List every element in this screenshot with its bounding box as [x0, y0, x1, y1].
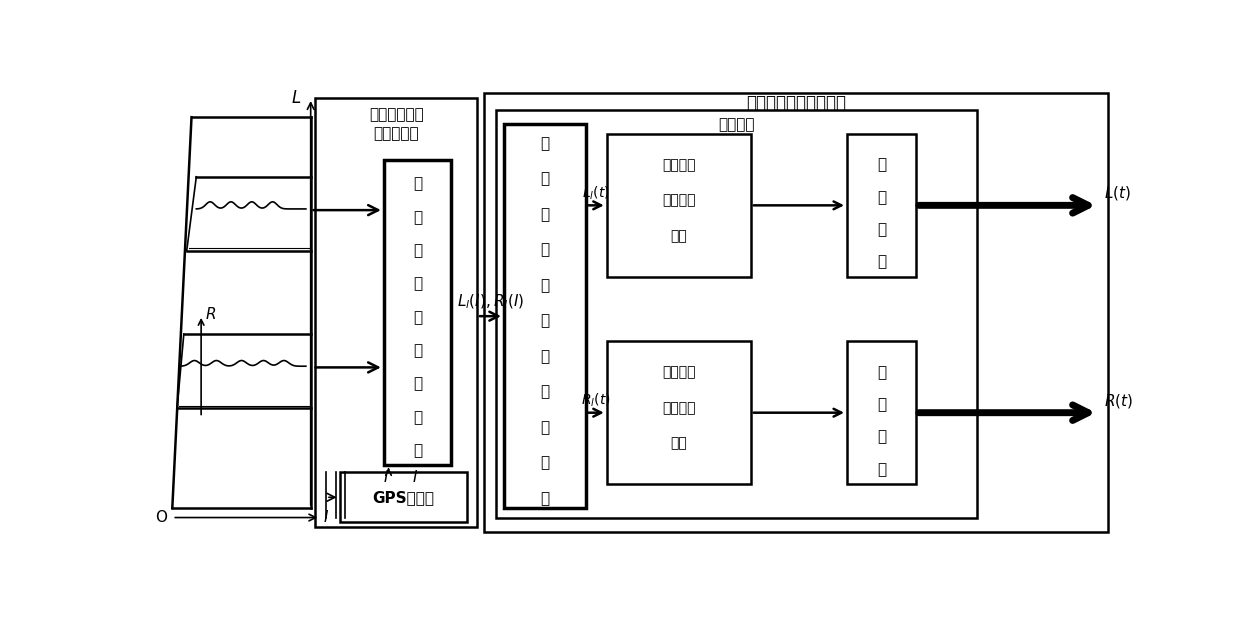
Text: I: I [413, 470, 417, 485]
Text: 多: 多 [413, 176, 422, 191]
Text: 道路路面不平: 道路路面不平 [368, 107, 424, 123]
Bar [383, 160, 451, 465]
Text: GPS接收机: GPS接收机 [372, 490, 434, 504]
Text: 功: 功 [413, 210, 422, 225]
Bar [847, 134, 916, 277]
Text: 振: 振 [877, 430, 887, 444]
Text: 平: 平 [541, 243, 549, 258]
Text: 头: 头 [877, 462, 887, 477]
Text: $L(t)$: $L(t)$ [1104, 184, 1131, 202]
Text: 检: 检 [413, 376, 422, 392]
Text: L: L [291, 89, 301, 107]
Text: 度采集系统: 度采集系统 [373, 126, 419, 141]
Text: 激: 激 [877, 190, 887, 205]
Text: 发: 发 [541, 384, 549, 399]
Text: $L_l(t)$: $L_l(t)$ [582, 184, 610, 202]
Text: 路: 路 [413, 343, 422, 358]
Text: 单元: 单元 [671, 229, 687, 243]
Text: 路: 路 [541, 136, 549, 151]
Text: 左: 左 [877, 157, 887, 172]
Text: 元: 元 [541, 491, 549, 506]
Text: 左激振头: 左激振头 [662, 158, 696, 172]
Text: 右激振头: 右激振头 [662, 365, 696, 379]
Bar [315, 98, 477, 527]
Text: $R_l(t)$: $R_l(t)$ [582, 392, 611, 410]
Text: $R(t)$: $R(t)$ [1104, 392, 1132, 410]
Text: 面: 面 [541, 171, 549, 186]
Text: 号: 号 [541, 349, 549, 364]
Text: 信: 信 [541, 313, 549, 329]
Text: 能: 能 [413, 243, 422, 258]
Text: 仪: 仪 [413, 443, 422, 458]
Text: 不: 不 [541, 207, 549, 222]
Bar [496, 110, 977, 517]
Text: I: I [384, 470, 388, 485]
Bar [340, 472, 467, 522]
Text: O: O [155, 510, 167, 525]
Text: 伺服控制: 伺服控制 [662, 194, 696, 207]
Text: 车辆道路模拟试验系统: 车辆道路模拟试验系统 [746, 94, 846, 112]
Text: 生: 生 [541, 420, 549, 435]
Text: I: I [324, 510, 327, 525]
Text: R: R [206, 308, 217, 322]
Text: 头: 头 [877, 254, 887, 269]
Text: 单: 单 [541, 456, 549, 470]
Text: 光: 光 [413, 310, 422, 325]
Bar [606, 134, 750, 277]
Text: 激: 激 [413, 277, 422, 292]
Text: 测: 测 [413, 410, 422, 425]
Text: 右: 右 [877, 365, 887, 379]
Text: 控制系统: 控制系统 [718, 117, 755, 132]
Text: 度: 度 [541, 278, 549, 293]
Text: 振: 振 [877, 222, 887, 237]
Text: 激: 激 [877, 397, 887, 412]
Text: 单元: 单元 [671, 436, 687, 451]
Text: $L_l(I),R_l(I)$: $L_l(I),R_l(I)$ [456, 293, 525, 311]
Bar [503, 124, 585, 508]
Bar [606, 341, 750, 484]
Bar [847, 341, 916, 484]
Bar [484, 93, 1109, 532]
Text: 伺服控制: 伺服控制 [662, 401, 696, 415]
